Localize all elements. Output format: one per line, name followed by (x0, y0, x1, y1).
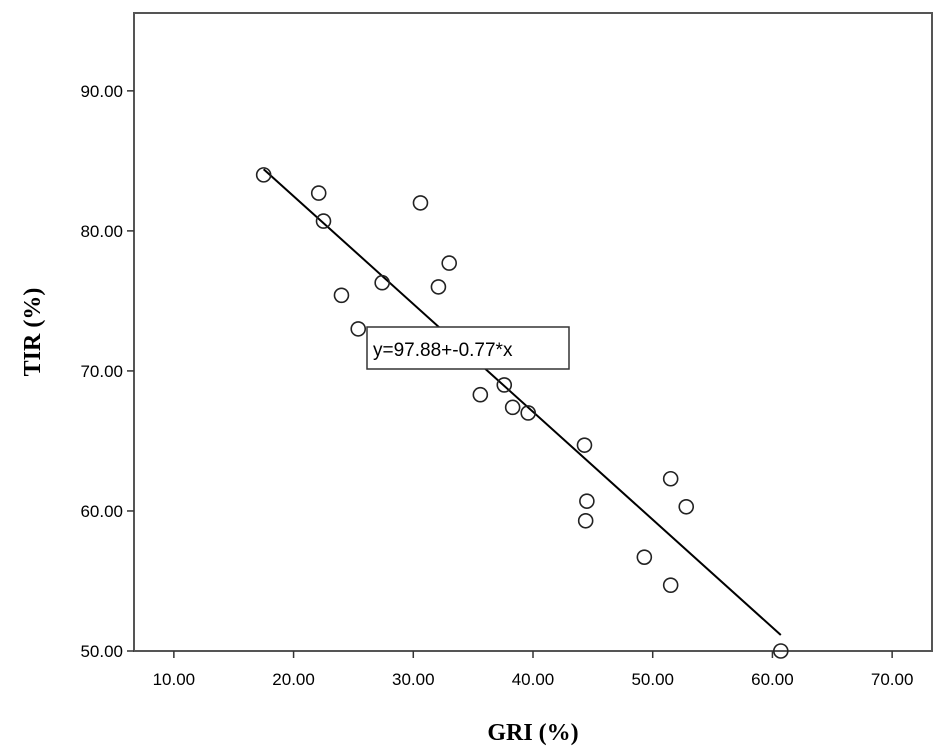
x-tick-label: 20.00 (272, 670, 315, 689)
data-point (678, 498, 695, 515)
x-tick-label: 30.00 (392, 670, 435, 689)
y-axis-title: TIR (%) (20, 288, 46, 377)
equation-label: y=97.88+-0.77*x (373, 340, 513, 361)
x-tick-label: 60.00 (751, 670, 794, 689)
y-tick-label: 90.00 (80, 82, 123, 101)
data-points (255, 167, 789, 659)
equation-box-frame (366, 326, 570, 370)
data-point (412, 195, 429, 211)
x-tick-label: 50.00 (631, 670, 674, 689)
data-point (579, 493, 595, 509)
fit-line-group (262, 168, 782, 636)
equation-box: y=97.88+-0.77*x (366, 326, 570, 370)
y-tick-label: 80.00 (80, 222, 123, 241)
x-tick-label: 40.00 (512, 670, 555, 689)
data-point (472, 386, 489, 403)
x-tick-label: 70.00 (871, 670, 914, 689)
data-point (333, 287, 350, 304)
x-axis: 10.00 20.00 30.00 40.00 50.00 60.00 70.00 (153, 651, 914, 689)
data-point (496, 377, 513, 393)
data-point (430, 279, 447, 295)
x-axis-title: GRI (%) (487, 720, 578, 746)
data-point (504, 399, 521, 416)
data-point (350, 321, 367, 337)
data-point (315, 213, 332, 229)
data-point (374, 274, 390, 291)
data-point (577, 512, 594, 529)
data-point (636, 549, 653, 565)
data-point (662, 577, 679, 593)
y-tick-label: 50.00 (80, 642, 123, 661)
data-point (520, 405, 537, 421)
data-point (441, 255, 458, 271)
y-tick-label: 60.00 (80, 502, 123, 521)
regression-line (262, 168, 782, 636)
x-tick-label: 10.00 (153, 670, 196, 689)
data-point (255, 167, 272, 183)
data-point (773, 643, 789, 659)
y-axis: 50.00 60.00 70.00 80.00 90.00 (80, 82, 134, 661)
data-point (576, 437, 593, 453)
data-point (662, 470, 679, 487)
data-point (310, 185, 327, 201)
y-tick-label: 70.00 (80, 362, 123, 381)
